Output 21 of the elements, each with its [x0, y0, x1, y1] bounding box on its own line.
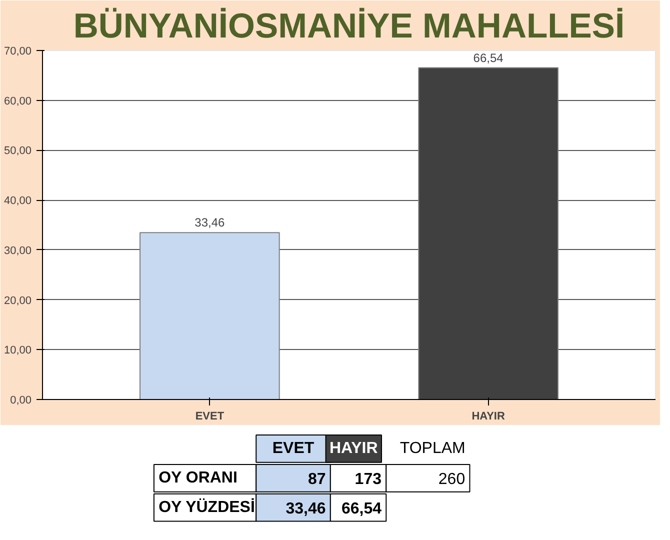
y-tick-label: 70,00: [4, 46, 32, 58]
chart-title: BÜNYANİOSMANİYE MAHALLESİ: [73, 8, 625, 46]
y-tick-label: 20,00: [4, 294, 32, 307]
y-tick-label: 30,00: [4, 244, 32, 257]
category-label: HAYIR: [329, 440, 378, 458]
text: 260: [438, 471, 466, 488]
text: OY YÜZDESİ: [158, 498, 255, 516]
y-tick-label: 40,00: [4, 195, 32, 208]
y-tick-label: 60,00: [4, 95, 32, 108]
text: 33,46: [194, 216, 225, 230]
y-tick-label: 0,00: [10, 394, 32, 406]
text: TOPLAM: [400, 440, 466, 458]
text: 173: [354, 471, 382, 488]
y-tick-label: 10,00: [4, 344, 32, 357]
category-label: EVET: [272, 440, 314, 458]
text: 87: [308, 471, 326, 488]
text: 66,54: [473, 50, 504, 65]
data-label: 33,46: [286, 500, 326, 518]
y-tick-label: 50,00: [4, 145, 32, 158]
text: OY ORANI: [158, 470, 238, 487]
data-label: 66,54: [341, 500, 382, 518]
